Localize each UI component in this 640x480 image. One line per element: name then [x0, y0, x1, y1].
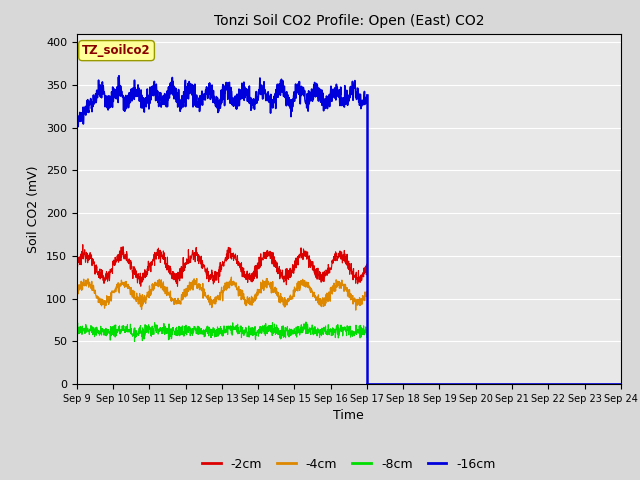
- Text: TZ_soilco2: TZ_soilco2: [82, 44, 151, 57]
- Title: Tonzi Soil CO2 Profile: Open (East) CO2: Tonzi Soil CO2 Profile: Open (East) CO2: [214, 14, 484, 28]
- Y-axis label: Soil CO2 (mV): Soil CO2 (mV): [28, 165, 40, 252]
- X-axis label: Time: Time: [333, 409, 364, 422]
- Legend: -2cm, -4cm, -8cm, -16cm: -2cm, -4cm, -8cm, -16cm: [197, 453, 501, 476]
